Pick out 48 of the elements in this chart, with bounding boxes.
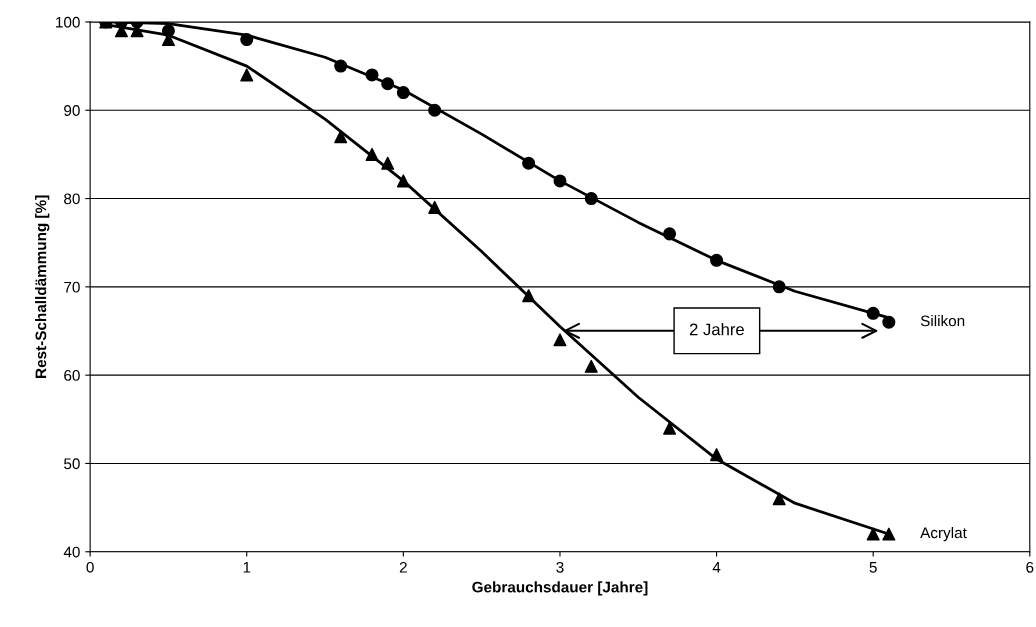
- series-label: Acrylat: [920, 526, 967, 542]
- point: [882, 527, 896, 541]
- point: [710, 253, 724, 267]
- x-tick-label: 3: [556, 561, 564, 573]
- point: [584, 359, 598, 373]
- point: [522, 156, 536, 170]
- x-tick-label: 2: [399, 561, 407, 573]
- annotation: 2 Jahre: [689, 323, 744, 336]
- point: [396, 174, 410, 188]
- point: [396, 86, 410, 100]
- point: [584, 192, 598, 206]
- point: [772, 492, 786, 506]
- point: [240, 68, 254, 82]
- point: [365, 68, 379, 82]
- x-tick-label: 5: [869, 562, 877, 573]
- point: [553, 333, 567, 347]
- y-tick-label: 90: [64, 105, 80, 116]
- y-tick-label: 50: [64, 458, 80, 470]
- x-tick-label: 1: [243, 562, 251, 573]
- point: [381, 77, 395, 91]
- point: [240, 33, 254, 47]
- point: [161, 24, 175, 38]
- y-tick-label: 100: [56, 16, 80, 28]
- point: [866, 306, 880, 320]
- point: [882, 315, 896, 329]
- point: [334, 59, 348, 73]
- point: [772, 280, 786, 294]
- y-tick-label: 70: [64, 281, 80, 293]
- series-label: Silikon: [920, 315, 965, 327]
- point: [663, 227, 677, 241]
- point: [522, 289, 536, 303]
- point: [866, 527, 880, 541]
- point: [553, 174, 567, 188]
- point: [334, 130, 348, 144]
- point: [428, 200, 442, 214]
- y-tick-label: 80: [64, 193, 80, 205]
- point: [381, 156, 395, 170]
- y-tick-label: 60: [64, 370, 80, 381]
- y-tick-label: 40: [63, 546, 80, 558]
- x-tick-label: 0: [86, 561, 94, 573]
- point: [663, 421, 677, 435]
- y-axis-title: Rest-Schalldämmung [%]: [35, 195, 50, 378]
- x-tick-label: 4: [712, 562, 721, 573]
- x-axis-title: Gebrauchsdauer [Jahre]: [472, 581, 648, 596]
- point: [710, 448, 724, 462]
- point: [365, 147, 379, 161]
- point: [428, 103, 442, 117]
- x-tick-label: 6: [1026, 561, 1034, 573]
